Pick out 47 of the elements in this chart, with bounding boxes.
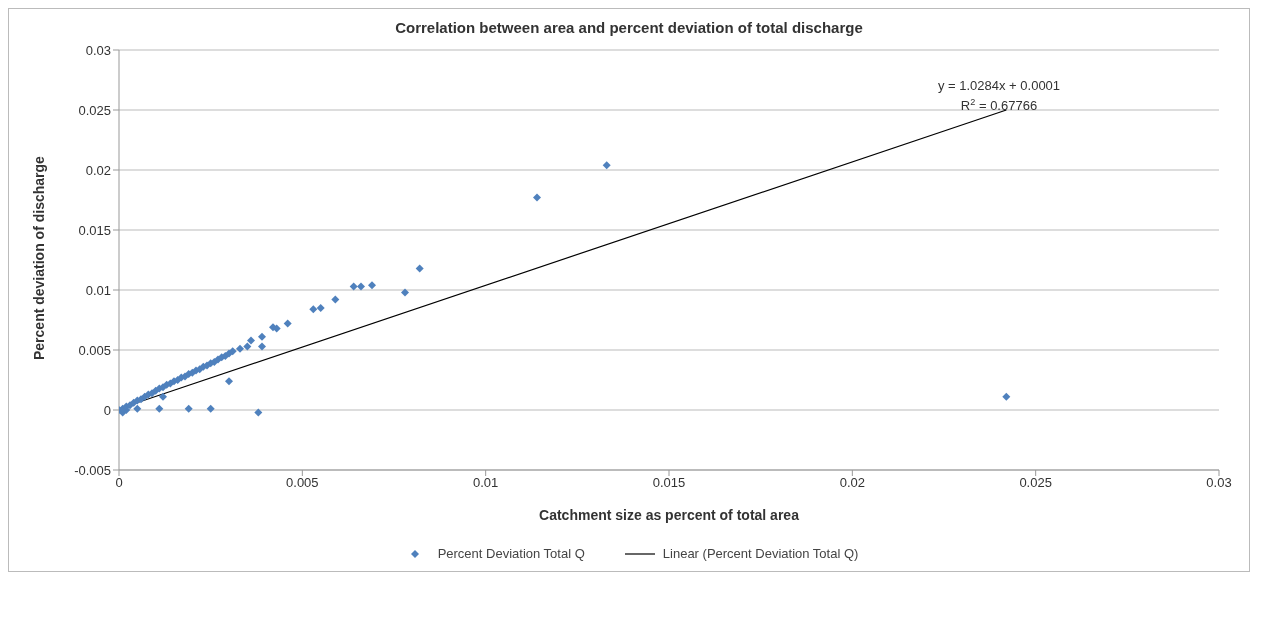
annotation: R$^{2}$ = 0.67766 [960, 97, 1038, 113]
point [206, 404, 215, 413]
legend-label: Linear (Percent Deviation Total Q) [662, 546, 859, 561]
point [184, 404, 193, 413]
point [331, 295, 340, 304]
point [258, 332, 266, 341]
chart-title: Correlation between area and percent deviation of total discharge [394, 19, 864, 36]
point [316, 304, 325, 312]
x-tick-label: 0 [115, 475, 123, 491]
point [133, 404, 142, 413]
x-tick-label: 0.01 [473, 475, 499, 491]
x-tick-label: 0.005 [286, 475, 319, 491]
point [228, 347, 237, 356]
y-tick-label: 0.005 [78, 342, 111, 358]
point [533, 193, 541, 202]
point [243, 342, 252, 351]
y-tick-label: 0.01 [85, 282, 111, 298]
x-tick-label: 0.025 [1019, 475, 1052, 491]
legend-label: Percent Deviation Total Q [437, 546, 585, 561]
annotation: y = 1.0284x + 0.0001 [937, 78, 1061, 93]
point [309, 305, 318, 314]
x-axis-title: Catchment size as percent of total area [539, 507, 800, 523]
point [368, 281, 376, 290]
y-tick-label: -0.005 [74, 462, 111, 478]
point [602, 161, 611, 170]
point [357, 282, 365, 291]
point [401, 288, 409, 297]
point [236, 344, 244, 353]
point [225, 377, 233, 386]
point [415, 264, 424, 273]
point [159, 392, 167, 401]
x-tick-label: 0.015 [652, 475, 686, 491]
point [1002, 392, 1011, 401]
y-tick-label: 0.025 [78, 102, 111, 118]
x-tick-label: 0.02 [839, 475, 865, 491]
point [247, 336, 255, 345]
point [349, 282, 358, 291]
point [155, 404, 164, 413]
point [258, 342, 266, 351]
point [283, 319, 292, 328]
point [254, 408, 263, 417]
y-axis-title: Percent deviation of discharge [30, 155, 47, 360]
y-tick-label: 0.03 [85, 42, 111, 58]
y-tick-label: 0.02 [85, 162, 111, 178]
y-tick-label: 0.015 [78, 222, 111, 238]
x-tick-label: 0.03 [1206, 475, 1232, 491]
y-tick-label: 0 [103, 402, 111, 418]
